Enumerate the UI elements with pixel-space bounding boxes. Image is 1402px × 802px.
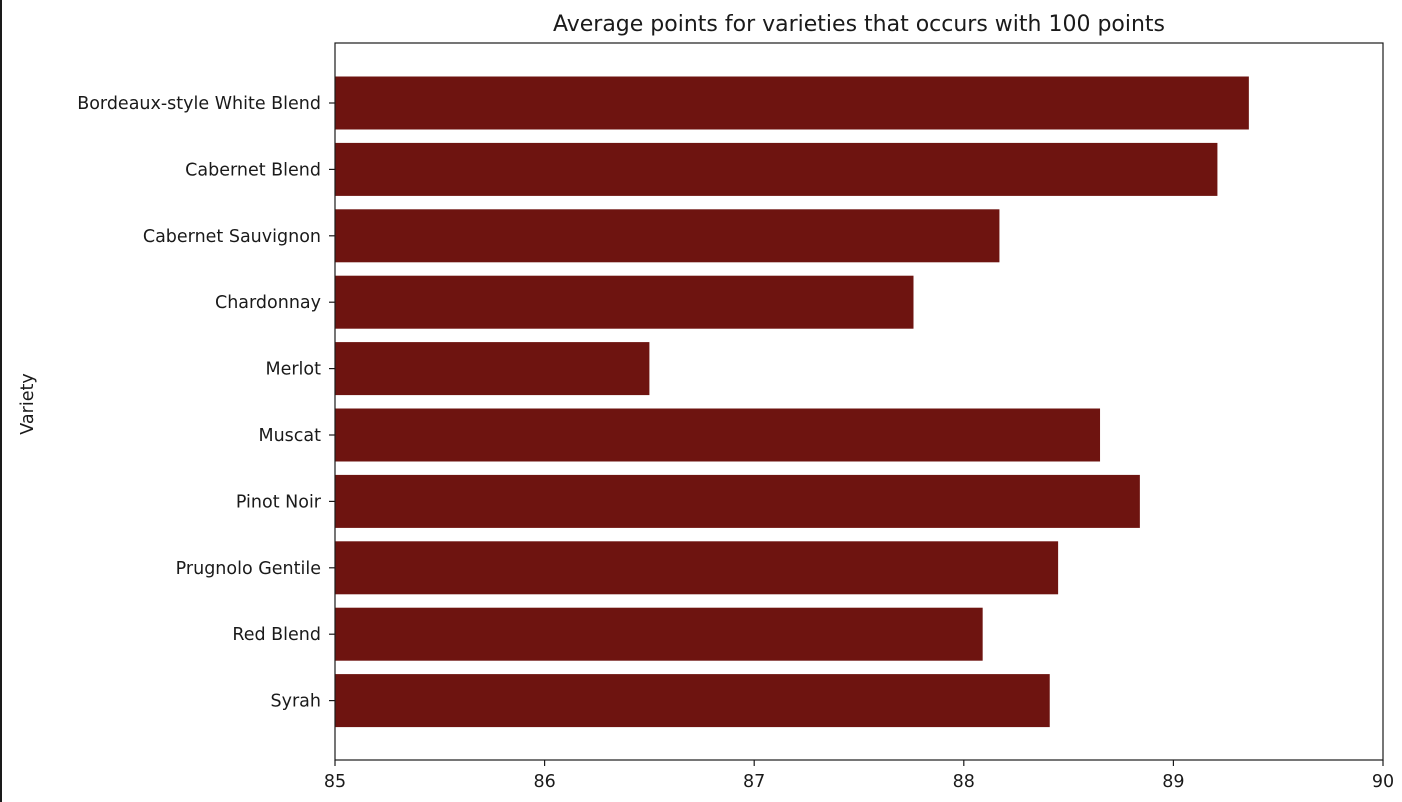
bars-layer — [335, 76, 1249, 728]
bar — [335, 342, 650, 396]
x-tick-label: 89 — [1162, 772, 1184, 792]
y-axis: Bordeaux-style White Blend Cabernet Blend… — [77, 94, 335, 712]
bar — [335, 674, 1050, 728]
x-tick-label: 86 — [533, 772, 555, 792]
bar — [335, 76, 1249, 130]
x-tick-label: 90 — [1372, 772, 1394, 792]
bar — [335, 408, 1101, 462]
bar — [335, 275, 914, 329]
y-axis-label: Variety — [18, 373, 38, 434]
y-tick-label: Pinot Noir — [236, 492, 322, 512]
bar — [335, 474, 1140, 528]
y-tick-label: Chardonnay — [215, 293, 321, 313]
y-tick-label: Cabernet Sauvignon — [143, 227, 321, 247]
bar — [335, 209, 1000, 263]
bar — [335, 142, 1218, 196]
y-tick-label: Muscat — [258, 426, 321, 446]
y-tick-label: Merlot — [266, 360, 322, 380]
plot-frame — [334, 42, 1384, 761]
bar — [335, 541, 1059, 595]
x-tick-label: 88 — [953, 772, 975, 792]
x-axis: 85 86 87 88 89 90 — [324, 760, 1394, 792]
y-tick-label: Syrah — [271, 692, 321, 712]
x-tick-label: 87 — [743, 772, 765, 792]
y-tick-label: Bordeaux-style White Blend — [77, 94, 321, 114]
y-tick-label: Prugnolo Gentile — [176, 559, 321, 579]
chart-title: Average points for varieties that occurs… — [553, 12, 1165, 37]
y-tick-label: Cabernet Blend — [185, 160, 321, 180]
x-tick-label: 85 — [324, 772, 346, 792]
bar — [335, 607, 983, 661]
y-tick-label: Red Blend — [232, 625, 321, 645]
